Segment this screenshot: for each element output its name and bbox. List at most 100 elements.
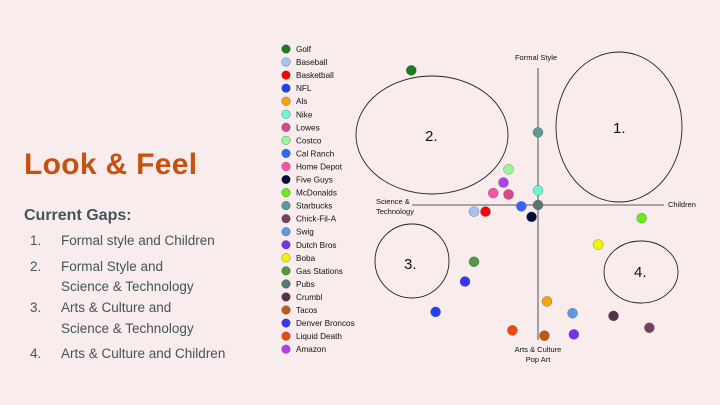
axis-label-bottom: Arts & Culture bbox=[515, 345, 562, 354]
gap-number: 3. bbox=[30, 300, 42, 315]
legend-swatch bbox=[281, 109, 291, 119]
legend-swatch bbox=[281, 227, 291, 237]
legend-label: Amazon bbox=[296, 345, 326, 354]
data-point-basketball bbox=[480, 206, 491, 217]
gap-number: 2. bbox=[30, 259, 42, 274]
legend-swatch bbox=[281, 122, 291, 132]
legend-label: Basketball bbox=[296, 71, 334, 80]
data-point-lowes bbox=[503, 189, 514, 200]
data-point-als bbox=[541, 296, 553, 307]
gap-label-4: 4. bbox=[634, 264, 647, 281]
legend-swatch bbox=[281, 253, 291, 263]
legend-swatch bbox=[281, 240, 291, 250]
legend-swatch bbox=[281, 148, 291, 158]
gap-text: Arts & Culture and Children bbox=[61, 346, 226, 361]
data-point-tacos bbox=[539, 330, 550, 341]
gap-text: Formal Style and bbox=[61, 259, 164, 274]
data-point-gas-stations bbox=[468, 256, 480, 267]
gap-ellipse-4 bbox=[603, 240, 679, 304]
data-point-swig bbox=[567, 308, 578, 319]
data-point-denver-broncos bbox=[459, 276, 471, 287]
legend-swatch bbox=[281, 331, 291, 341]
legend-label: Crumbl bbox=[296, 293, 323, 302]
legend-label: Nike bbox=[296, 110, 313, 119]
legend-swatch bbox=[281, 44, 291, 54]
legend-swatch bbox=[281, 292, 291, 302]
legend-swatch bbox=[281, 305, 291, 315]
legend-label: Five Guys bbox=[296, 176, 333, 185]
gaps-heading: Current Gaps: bbox=[24, 207, 132, 224]
legend-label: Boba bbox=[296, 254, 316, 263]
legend-swatch bbox=[281, 318, 291, 328]
legend-label: Golf bbox=[296, 45, 312, 54]
data-point-cal-ranch bbox=[516, 201, 527, 212]
legend-label: Tacos bbox=[296, 306, 317, 315]
data-point-baseball bbox=[468, 206, 480, 217]
legend-label: Als bbox=[296, 97, 307, 106]
legend-label: Swig bbox=[296, 228, 314, 237]
gap-number: 4. bbox=[30, 346, 42, 361]
legend-label: Denver Broncos bbox=[296, 319, 355, 328]
gap-ellipse-1 bbox=[555, 51, 683, 203]
legend-swatch bbox=[281, 188, 291, 198]
data-point-amazon bbox=[498, 177, 509, 188]
axis-label-right: Children bbox=[668, 200, 696, 209]
legend-label: Cal Ranch bbox=[296, 149, 335, 158]
legend-swatch bbox=[281, 214, 291, 224]
data-point-boba bbox=[593, 239, 604, 250]
gap-label-1: 1. bbox=[613, 120, 626, 137]
gap-text: Arts & Culture and bbox=[61, 300, 172, 315]
legend-label: Baseball bbox=[296, 58, 328, 67]
data-point-crumbl bbox=[608, 310, 619, 322]
axis-label-bottom: Pop Art bbox=[526, 355, 552, 364]
legend-label: Starbucks bbox=[296, 202, 332, 211]
data-point-dutch-bros bbox=[568, 329, 579, 340]
legend-label: McDonalds bbox=[296, 189, 337, 198]
legend-swatch bbox=[281, 135, 291, 145]
gap-ellipse-3 bbox=[374, 223, 450, 299]
gap-ellipse-2 bbox=[355, 75, 509, 195]
legend-label: Pubs bbox=[296, 280, 315, 289]
gap-text: Science & Technology bbox=[61, 279, 194, 294]
data-point-costco bbox=[503, 164, 514, 175]
slide-title: Look & Feel bbox=[24, 148, 198, 181]
legend-label: Chick-Fil-A bbox=[296, 215, 337, 224]
legend-swatch bbox=[281, 83, 291, 93]
legend-swatch bbox=[281, 175, 291, 184]
data-point-nfl bbox=[430, 306, 441, 318]
gap-number: 1. bbox=[30, 233, 42, 248]
legend-label: NFL bbox=[296, 84, 312, 93]
data-points bbox=[406, 65, 655, 341]
legend-swatch bbox=[281, 96, 291, 106]
data-point-chick-fil-a bbox=[644, 322, 655, 333]
legend-swatch bbox=[281, 161, 291, 171]
legend-label: Lowes bbox=[296, 123, 320, 132]
legend-swatch bbox=[281, 279, 291, 289]
gap-text: Science & Technology bbox=[61, 321, 194, 336]
data-point-mcdonalds bbox=[636, 213, 647, 224]
legend-swatch bbox=[281, 344, 291, 354]
data-point-starbucks bbox=[532, 127, 544, 138]
legend-swatch bbox=[281, 201, 291, 211]
axis-label-left: Science & bbox=[376, 197, 410, 206]
legend-label: Gas Stations bbox=[296, 267, 343, 276]
axis-label-left: Technology bbox=[376, 207, 414, 216]
data-point-pubs bbox=[532, 199, 544, 211]
data-point-five-guys bbox=[526, 211, 537, 223]
gap-text: Formal style and Children bbox=[61, 233, 215, 248]
axis-label-top: Formal Style bbox=[515, 53, 557, 62]
legend-swatch bbox=[281, 266, 291, 276]
data-point-liquid-death bbox=[507, 325, 518, 336]
legend-label: Liquid Death bbox=[296, 332, 342, 341]
gap-label-3: 3. bbox=[404, 256, 417, 273]
data-point-golf bbox=[406, 65, 417, 76]
legend-label: Home Depot bbox=[296, 162, 343, 171]
legend: Golf Baseball Basketball NFL Als Nike Lowes Cos… bbox=[281, 44, 355, 354]
gap-label-2: 2. bbox=[425, 128, 438, 145]
data-point-home-depot bbox=[488, 187, 499, 199]
data-point-nike bbox=[532, 185, 544, 196]
legend-swatch bbox=[281, 57, 291, 67]
legend-swatch bbox=[281, 70, 291, 80]
legend-label: Dutch Bros bbox=[296, 241, 337, 250]
